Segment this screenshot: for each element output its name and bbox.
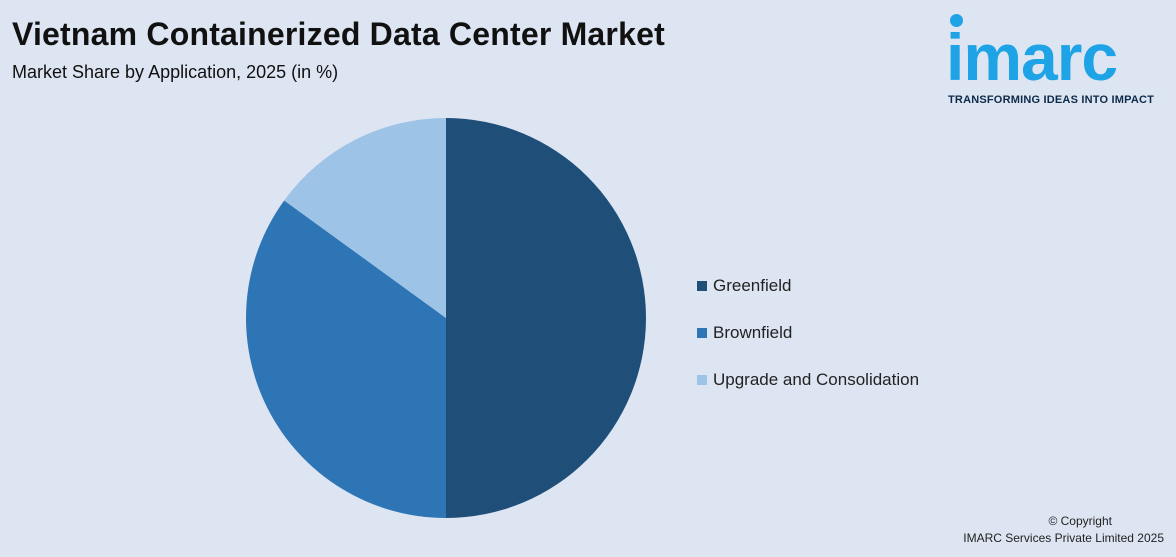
logo-wordmark: imarc [946, 20, 1118, 94]
logo-dot-icon [950, 14, 963, 27]
pie-slice-greenfield [446, 118, 646, 518]
legend-item-upgrade-consolidation: Upgrade and Consolidation [697, 356, 919, 403]
copyright-notice: © Copyright IMARC Services Private Limit… [963, 513, 1164, 547]
legend-swatch-greenfield [697, 280, 707, 291]
legend-label-upgrade-consolidation: Upgrade and Consolidation [713, 369, 920, 389]
chart-subtitle: Market Share by Application, 2025 (in %) [12, 62, 339, 82]
copyright-line-2: IMARC Services Private Limited 2025 [963, 531, 1164, 545]
pie-slice-upgrade-and-consolidation [284, 118, 446, 318]
copyright-line-1: © Copyright [1048, 514, 1112, 528]
legend-swatch-upgrade-consolidation [697, 374, 707, 385]
pie-chart [245, 118, 646, 519]
pie-slice-brownfield [245, 200, 446, 519]
legend-label-brownfield: Brownfield [713, 322, 793, 342]
legend-item-brownfield: Brownfield [697, 309, 919, 356]
logo-tagline: TRANSFORMING IDEAS INTO IMPACT [948, 94, 1155, 106]
chart-title: Vietnam Containerized Data Center Market [12, 16, 665, 52]
legend-item-greenfield: Greenfield [697, 262, 919, 309]
chart-legend: Greenfield Brownfield Upgrade and Consol… [697, 262, 919, 403]
legend-label-greenfield: Greenfield [713, 275, 792, 295]
imarc-logo: imarc TRANSFORMING IDEAS INTO IMPACT [946, 10, 1172, 110]
legend-swatch-brownfield [697, 327, 707, 338]
